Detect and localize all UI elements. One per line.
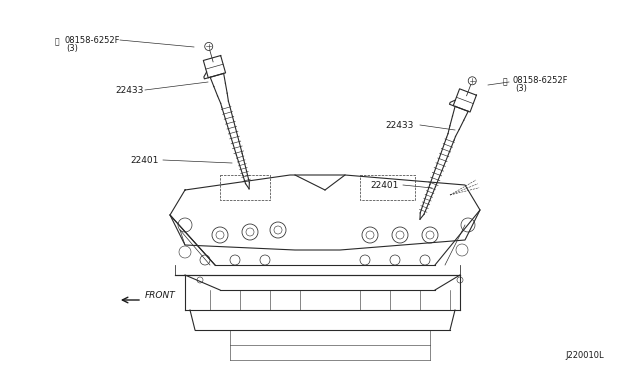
Text: ⓘ: ⓘ <box>502 77 508 87</box>
Text: 22433: 22433 <box>385 121 413 129</box>
Text: ⓘ: ⓘ <box>54 38 60 46</box>
Text: (3): (3) <box>66 44 78 52</box>
Text: (3): (3) <box>515 83 527 93</box>
Text: 22433: 22433 <box>115 86 143 94</box>
Text: J220010L: J220010L <box>565 350 604 359</box>
Text: 08158-6252F: 08158-6252F <box>513 76 568 84</box>
Text: 08158-6252F: 08158-6252F <box>64 35 120 45</box>
Text: 22401: 22401 <box>130 155 158 164</box>
Text: FRONT: FRONT <box>145 292 176 301</box>
Text: 22401: 22401 <box>370 180 398 189</box>
